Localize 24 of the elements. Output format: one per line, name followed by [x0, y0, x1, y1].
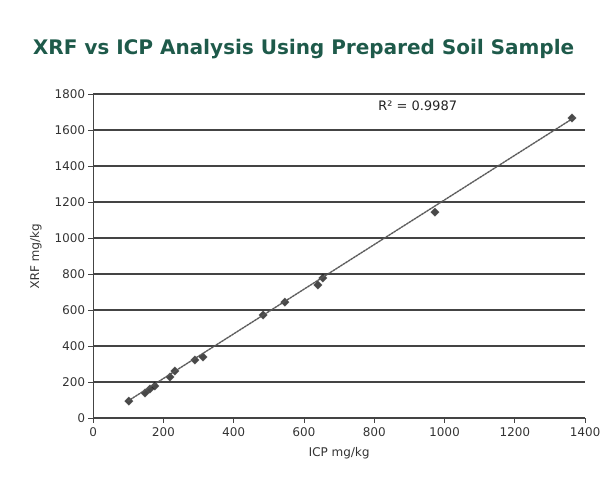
x-tick-label: 0 — [89, 425, 97, 439]
y-tick-label: 600 — [62, 303, 85, 317]
y-tick-label: 400 — [62, 339, 85, 353]
x-tick-label: 1000 — [429, 425, 460, 439]
x-tick-label: 600 — [292, 425, 316, 439]
y-tick-label: 800 — [62, 267, 85, 281]
y-tick-label: 200 — [62, 375, 85, 389]
y-tick-label: 1400 — [54, 159, 85, 173]
annotation: R² = 0.9987 — [378, 99, 457, 114]
y-tick-label: 1800 — [54, 87, 85, 101]
y-tick-label: 1000 — [54, 231, 85, 245]
point — [430, 208, 440, 217]
y-tick-label: 1200 — [54, 195, 85, 209]
x-tick-label: 1200 — [499, 425, 530, 439]
x-axis-title: ICP mg/kg — [308, 445, 370, 459]
y-axis-title: XRF mg/kg — [28, 223, 42, 289]
x-tick-label: 200 — [152, 425, 175, 439]
x-tick-label: 1400 — [570, 425, 600, 439]
point — [313, 280, 322, 290]
y-tick-label: 0 — [77, 411, 85, 425]
x-tick-label: 800 — [362, 425, 386, 439]
y-tick-label: 1600 — [54, 123, 85, 137]
chart-title: XRF vs ICP Analysis Using Prepared Soil Sample — [32, 35, 574, 59]
x-tick-label: 400 — [222, 425, 246, 439]
